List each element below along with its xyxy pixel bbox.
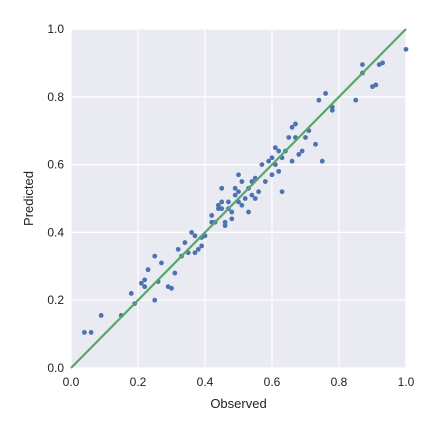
- data-point: [128, 291, 134, 296]
- data-point: [182, 240, 188, 245]
- data-point: [279, 189, 285, 195]
- data-point: [232, 185, 238, 191]
- x-tick-label: 0.2: [130, 375, 147, 389]
- y-tick-label: 1.0: [47, 22, 64, 36]
- data-point: [380, 60, 385, 66]
- data-point: [373, 82, 379, 88]
- data-point: [236, 189, 241, 195]
- data-point: [189, 230, 195, 235]
- y-axis-label: Predicted: [21, 171, 36, 226]
- data-point: [323, 91, 328, 96]
- data-point: [303, 135, 308, 140]
- data-point: [192, 233, 198, 239]
- data-point: [82, 330, 87, 335]
- data-point: [145, 267, 151, 273]
- data-point: [403, 46, 409, 52]
- data-point: [219, 206, 225, 212]
- data-point: [249, 192, 255, 198]
- data-point: [289, 158, 295, 164]
- data-point: [276, 168, 282, 174]
- x-tick-label: 0.0: [63, 375, 80, 389]
- data-point: [242, 196, 248, 201]
- data-point: [229, 216, 235, 222]
- data-point: [199, 243, 205, 249]
- data-point: [319, 158, 325, 164]
- data-point: [142, 284, 148, 290]
- data-point: [296, 152, 302, 157]
- data-point: [232, 192, 238, 198]
- data-point: [299, 148, 305, 154]
- data-point: [259, 162, 265, 168]
- data-point: [216, 202, 221, 208]
- x-tick-label: 0.6: [264, 375, 281, 389]
- data-point: [192, 250, 198, 256]
- data-point: [266, 158, 272, 164]
- data-point: [222, 223, 228, 229]
- data-point: [226, 199, 231, 205]
- data-point: [239, 202, 245, 208]
- data-point: [286, 135, 292, 140]
- data-point: [252, 196, 258, 201]
- data-point: [293, 121, 298, 127]
- y-tick-labels: 0.0 0.2 0.4 0.6 0.8 1.0: [47, 22, 64, 375]
- data-point: [272, 145, 278, 151]
- data-point: [169, 285, 174, 291]
- x-tick-label: 0.8: [331, 375, 348, 389]
- data-point: [236, 172, 241, 178]
- data-point: [256, 189, 261, 195]
- y-tick-label: 0.8: [47, 90, 64, 104]
- data-point: [98, 313, 104, 318]
- data-point: [269, 172, 275, 178]
- data-point: [269, 155, 275, 161]
- data-point: [276, 148, 282, 154]
- data-point: [209, 213, 215, 218]
- data-point: [159, 260, 164, 266]
- data-point: [229, 209, 235, 215]
- data-point: [138, 280, 144, 286]
- reference-line: [70, 28, 407, 369]
- data-points: [82, 46, 409, 335]
- data-point: [152, 297, 158, 303]
- x-tick-labels: 0.0 0.2 0.4 0.6 0.8 1.0: [63, 375, 415, 389]
- y-tick-label: 0.0: [47, 361, 64, 375]
- x-tick-label: 1.0: [398, 375, 415, 389]
- data-point: [219, 199, 225, 205]
- data-point: [353, 97, 359, 103]
- data-point: [142, 277, 148, 283]
- y-tick-label: 0.4: [47, 225, 64, 239]
- data-point: [246, 209, 251, 215]
- x-tick-label: 0.4: [197, 375, 214, 389]
- x-axis-label: Observed: [210, 396, 266, 411]
- data-point: [262, 179, 268, 184]
- data-point: [313, 141, 318, 147]
- data-point: [175, 246, 181, 252]
- grid-lines: [70, 28, 407, 369]
- data-point: [88, 330, 94, 335]
- data-point: [172, 270, 178, 276]
- data-point: [329, 107, 335, 113]
- y-tick-label: 0.6: [47, 158, 64, 172]
- data-point: [360, 62, 365, 67]
- data-point: [152, 253, 158, 259]
- data-point: [289, 124, 295, 130]
- y-tick-label: 0.2: [47, 293, 64, 307]
- data-point: [222, 219, 228, 225]
- data-point: [195, 246, 201, 252]
- data-point: [216, 206, 221, 212]
- data-point: [316, 97, 322, 103]
- data-point: [219, 185, 225, 191]
- data-point: [239, 179, 245, 184]
